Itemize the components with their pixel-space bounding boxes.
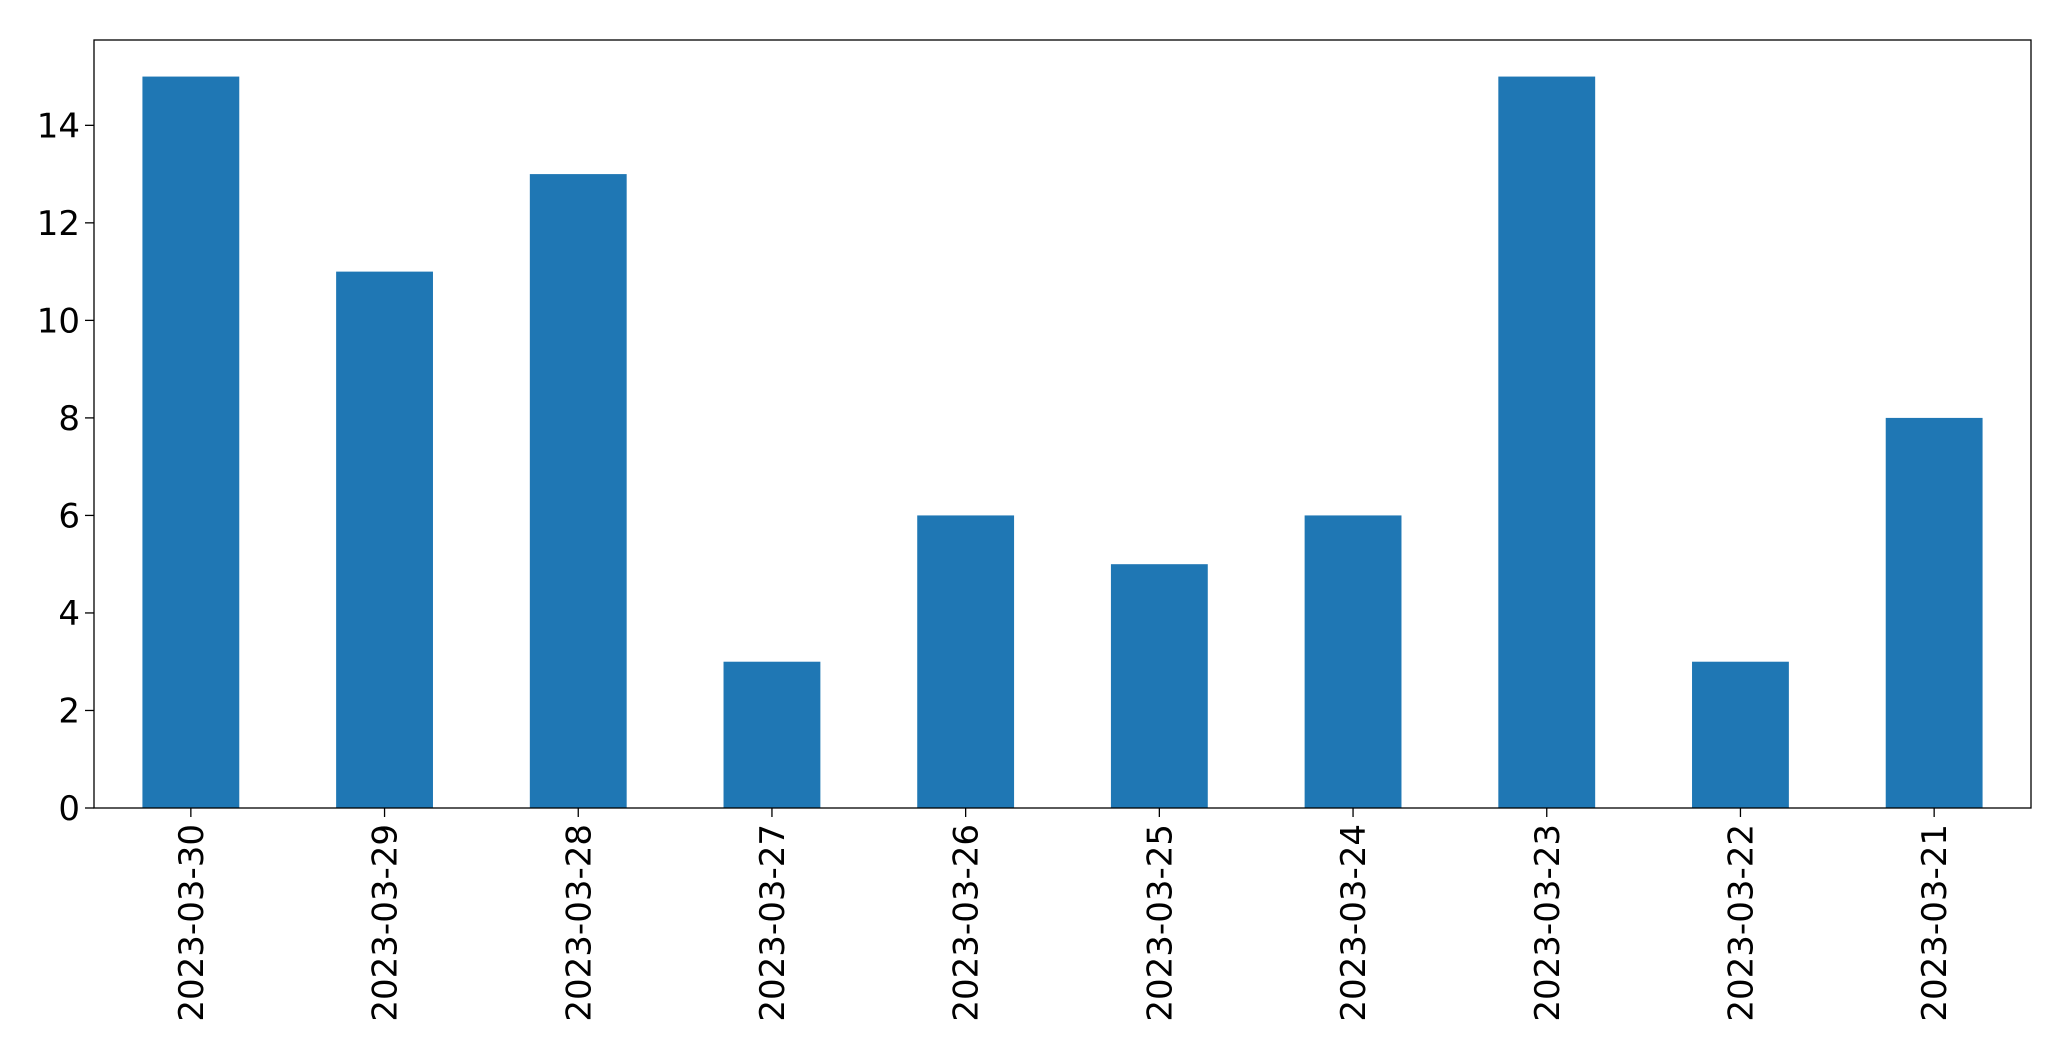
y-tick-label: 4 [58,594,80,634]
x-tick-label: 2023-03-26 [947,824,987,1022]
bar [142,76,240,809]
x-tick-label: 2023-03-28 [559,824,599,1022]
x-tick-label: 2023-03-24 [1334,824,1374,1022]
bar [529,174,627,809]
x-tick-label: 2023-03-21 [1915,824,1955,1022]
axes-frame [93,39,2032,809]
bar [336,271,433,809]
x-tick-label: 2023-03-25 [1140,824,1180,1022]
x-tick-label: 2023-03-27 [753,824,793,1022]
y-tick-label: 14 [37,106,80,146]
bar [1885,417,1983,808]
plot-area [142,76,1983,809]
x-tick-label: 2023-03-30 [172,824,212,1022]
y-tick-label: 10 [37,301,80,341]
x-tick-label: 2023-03-22 [1721,824,1761,1022]
bar [1304,515,1402,808]
y-tick-label: 8 [58,399,80,439]
bar [1110,564,1208,808]
y-tick-label: 2 [58,691,80,731]
bar [1498,76,1596,809]
bar [1692,661,1789,808]
x-tick-label: 2023-03-23 [1528,824,1568,1022]
y-tick-label: 0 [58,789,80,829]
y-tick-label: 12 [37,204,80,244]
y-tick-label: 6 [58,496,80,536]
bar [917,515,1015,808]
x-tick-label: 2023-03-29 [366,824,406,1022]
bar [723,661,821,808]
